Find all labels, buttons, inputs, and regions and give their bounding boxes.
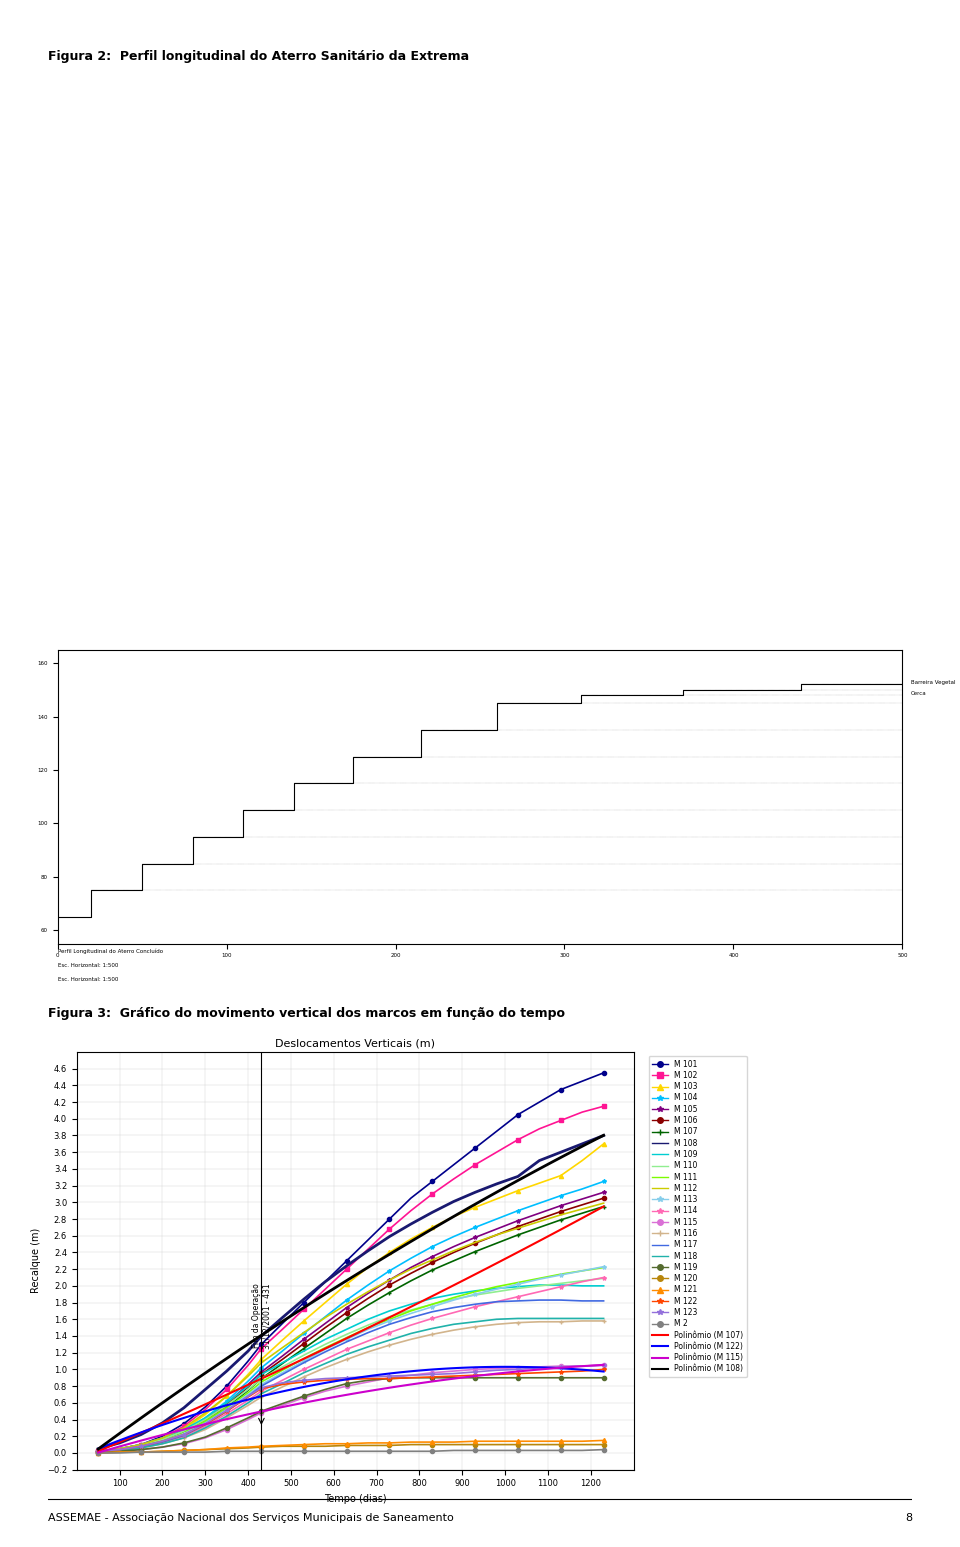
Text: Cerca: Cerca xyxy=(911,692,926,696)
Text: Barreira Vegetal: Barreira Vegetal xyxy=(911,681,955,685)
Text: Figura 2:  Perfil longitudinal do Aterro Sanitário da Extrema: Figura 2: Perfil longitudinal do Aterro … xyxy=(48,50,469,62)
Y-axis label: Recalque (m): Recalque (m) xyxy=(32,1228,41,1293)
Text: Esc. Horizontal: 1:500: Esc. Horizontal: 1:500 xyxy=(58,962,118,968)
Title: Deslocamentos Verticais (m): Deslocamentos Verticais (m) xyxy=(276,1038,435,1049)
X-axis label: Tempo (dias): Tempo (dias) xyxy=(324,1494,387,1504)
Text: 8: 8 xyxy=(905,1513,912,1522)
Text: ASSEMAE - Associação Nacional dos Serviços Municipais de Saneamento: ASSEMAE - Associação Nacional dos Serviç… xyxy=(48,1513,454,1522)
Text: Figura 3:  Gráfico do movimento vertical dos marcos em função do tempo: Figura 3: Gráfico do movimento vertical … xyxy=(48,1007,565,1019)
Legend: M 101, M 102, M 103, M 104, M 105, M 106, M 107, M 108, M 109, M 110, M 111, M 1: M 101, M 102, M 103, M 104, M 105, M 106… xyxy=(649,1055,747,1377)
Text: Fim da Operação
31/12/2001 - 431: Fim da Operação 31/12/2001 - 431 xyxy=(252,1282,271,1349)
Text: Esc. Horizontal: 1:500: Esc. Horizontal: 1:500 xyxy=(58,976,118,982)
Text: Perfil Longitudinal do Aterro Concluído: Perfil Longitudinal do Aterro Concluído xyxy=(58,948,163,954)
